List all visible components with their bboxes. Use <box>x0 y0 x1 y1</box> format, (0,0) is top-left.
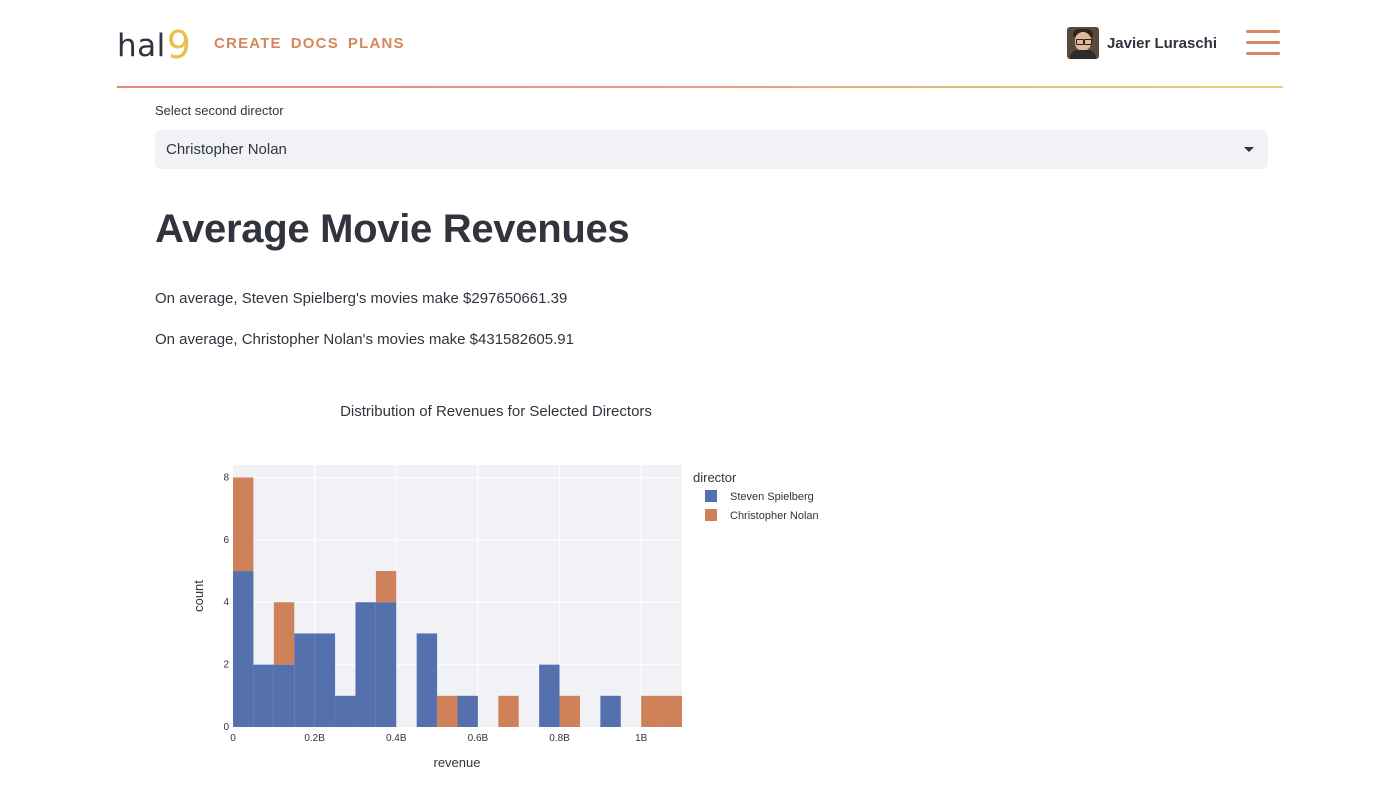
bar-spielberg <box>457 695 478 727</box>
legend: Steven Spielberg Christopher Nolan <box>705 490 819 522</box>
legend-title: director <box>693 470 737 485</box>
legend-swatch-spielberg[interactable] <box>705 490 717 502</box>
y-tick-label: 4 <box>223 597 229 608</box>
top-nav: CREATE DOCS PLANS <box>214 35 405 52</box>
y-tick-label: 2 <box>223 660 229 671</box>
bar-spielberg <box>233 571 254 727</box>
user-name: Javier Luraschi <box>1106 34 1217 52</box>
x-tick-label: 0.4B <box>386 733 407 744</box>
nolan-average-text: On average, Christopher Nolan's movies m… <box>155 331 574 348</box>
bar-nolan <box>273 602 295 665</box>
brand-logo-nine: 9 <box>166 22 191 67</box>
x-tick-label: 0 <box>230 733 236 744</box>
bar-nolan <box>641 695 662 727</box>
bar-nolan <box>661 695 682 727</box>
nav-create-link[interactable]: CREATE <box>214 35 282 52</box>
x-tick-label: 0.6B <box>468 733 489 744</box>
x-tick-label: 0.8B <box>549 733 570 744</box>
hamburger-menu-icon[interactable] <box>1246 30 1280 56</box>
x-tick-label: 1B <box>635 733 648 744</box>
avatar <box>1066 27 1099 59</box>
bar-spielberg <box>600 695 621 727</box>
legend-swatch-nolan[interactable] <box>705 509 717 521</box>
chevron-down-icon <box>1244 147 1254 152</box>
chart-title: Distribution of Revenues for Selected Di… <box>340 403 652 420</box>
nav-docs-link[interactable]: DOCS <box>290 35 339 52</box>
revenue-histogram-chart: Distribution of Revenues for Selected Di… <box>191 403 819 770</box>
director-select-value: Christopher Nolan <box>166 141 287 158</box>
bar-nolan <box>559 695 580 727</box>
x-tick-labels: 0 0.2B 0.4B 0.6B 0.8B 1B <box>230 733 647 744</box>
bar-spielberg <box>375 602 397 727</box>
brand-logo[interactable]: hal 9 <box>117 22 191 67</box>
bar-spielberg <box>253 664 274 727</box>
bar-spielberg <box>539 664 560 727</box>
page-title: Average Movie Revenues <box>155 207 630 251</box>
y-tick-label: 8 <box>223 472 229 483</box>
brand-logo-text: hal <box>117 28 166 64</box>
nav-plans-link[interactable]: PLANS <box>347 35 405 52</box>
bar-spielberg <box>416 633 438 727</box>
bars <box>233 477 682 727</box>
bar-spielberg <box>294 633 315 727</box>
bar-spielberg <box>314 633 336 727</box>
legend-label-spielberg[interactable]: Steven Spielberg <box>730 491 814 503</box>
director-select[interactable]: Christopher Nolan <box>155 130 1268 169</box>
legend-label-nolan[interactable]: Christopher Nolan <box>730 510 819 522</box>
bar-nolan <box>375 571 397 603</box>
x-axis-label: revenue <box>434 755 481 770</box>
y-tick-label: 0 <box>223 722 229 733</box>
bar-nolan <box>437 695 458 727</box>
bar-nolan <box>498 695 519 727</box>
y-tick-label: 6 <box>223 535 229 546</box>
spielberg-average-text: On average, Steven Spielberg's movies ma… <box>155 290 568 307</box>
bar-nolan <box>233 477 254 572</box>
bar-spielberg <box>273 664 295 727</box>
y-tick-labels: 0 2 4 6 8 <box>223 472 229 733</box>
header-divider <box>117 86 1283 88</box>
bar-spielberg <box>355 602 376 727</box>
bar-spielberg <box>335 695 356 727</box>
x-tick-label: 0.2B <box>304 733 325 744</box>
director-select-label: Select second director <box>155 103 284 118</box>
y-axis-label: count <box>191 580 206 612</box>
user-profile[interactable]: Javier Luraschi <box>1066 27 1217 59</box>
